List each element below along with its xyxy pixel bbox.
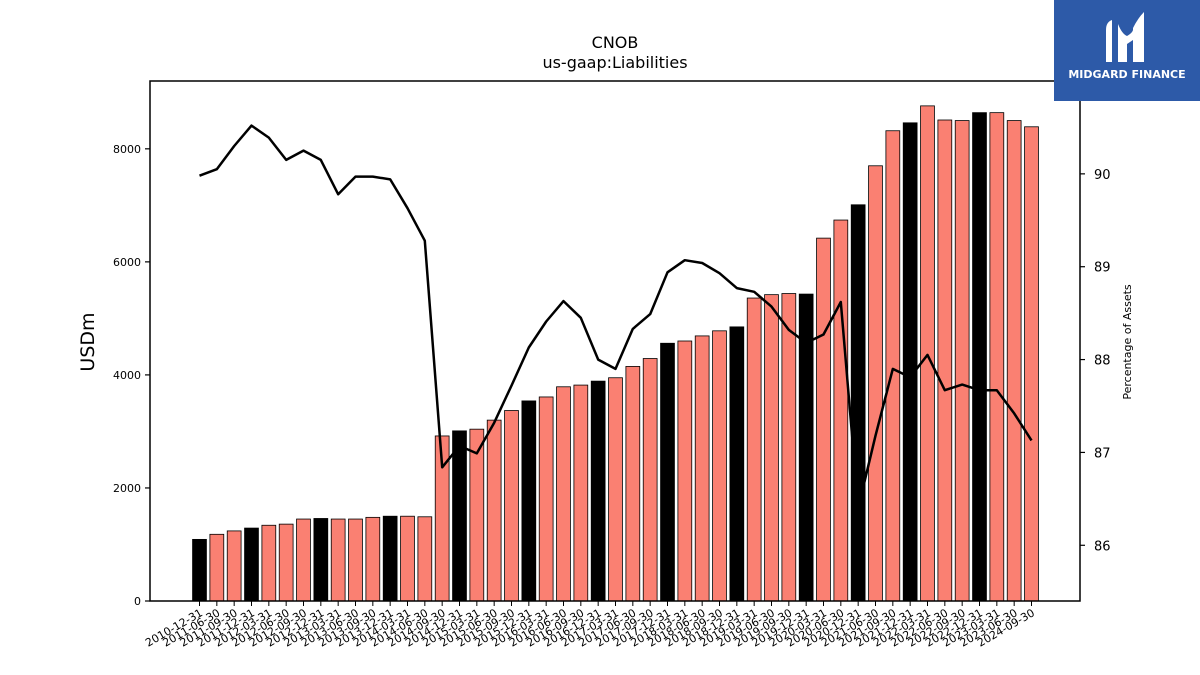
brand-name: MIDGARD FINANCE: [1068, 68, 1186, 81]
bar: [400, 515, 415, 602]
y-tick-label: 4000: [113, 369, 141, 382]
bar: [1024, 126, 1039, 602]
bar: [972, 112, 987, 602]
bar: [833, 219, 849, 602]
bar: [330, 518, 346, 602]
y-tick-label: 6000: [113, 256, 141, 269]
y-tick-label: 2000: [113, 482, 141, 495]
bar: [573, 384, 589, 602]
bar: [590, 380, 606, 602]
bar: [677, 340, 693, 602]
bar: [556, 386, 571, 602]
bar: [365, 516, 381, 602]
bar: [625, 366, 641, 602]
bars-group: [192, 105, 1039, 602]
bar: [348, 518, 363, 602]
brand-logo: MIDGARD FINANCE: [1054, 0, 1200, 101]
bar: [452, 430, 467, 602]
y2-tick-label: 90: [1094, 168, 1111, 183]
y2-tick-label: 87: [1094, 446, 1111, 461]
bar: [296, 518, 311, 602]
bar: [608, 377, 623, 602]
y2-axis-ticks: 86 87 88 89 90: [1080, 168, 1111, 554]
bar: [192, 538, 207, 602]
y-axis-label: USDm: [77, 312, 99, 371]
bar: [642, 358, 658, 602]
bar: [521, 400, 537, 602]
bar: [937, 119, 953, 602]
bar: [920, 105, 935, 602]
bar: [781, 293, 797, 602]
y-tick-label: 0: [134, 595, 141, 608]
y2-tick-label: 86: [1094, 539, 1111, 554]
bar: [504, 410, 519, 602]
bar: [764, 294, 779, 602]
bar: [902, 122, 918, 602]
y-axis-ticks: 0 2000 4000 6000 8000: [113, 143, 150, 608]
bar: [746, 297, 762, 602]
bar: [486, 419, 502, 602]
bar: [729, 326, 745, 602]
bar: [382, 515, 398, 602]
bar: [885, 130, 901, 602]
x-axis-ticks: 2010-12-312011-06-302011-09-302011-12-31…: [143, 601, 1037, 650]
bar: [1006, 120, 1022, 602]
bar: [261, 524, 277, 602]
bar: [538, 396, 554, 602]
midgard-m-logo-icon: [1106, 12, 1144, 62]
bar: [313, 518, 329, 602]
chart-title: CNOB: [592, 33, 639, 52]
y2-axis-label: Percentage of Assets: [1121, 284, 1134, 400]
bar: [868, 165, 883, 602]
y2-tick-label: 88: [1094, 354, 1111, 369]
bar: [660, 342, 675, 602]
y-tick-label: 8000: [113, 143, 141, 156]
plot-frame: [149, 80, 1081, 602]
bar: [954, 120, 970, 602]
bar: [209, 533, 225, 602]
bar: [850, 204, 866, 602]
bar: [469, 428, 485, 602]
bar: [712, 330, 727, 602]
percentage-of-assets-line: [199, 124, 1033, 510]
chart-subtitle: us-gaap:Liabilities: [542, 53, 687, 72]
bar: [244, 527, 259, 602]
bar: [278, 523, 294, 602]
bar: [989, 112, 1005, 602]
bar: [816, 237, 831, 602]
bar: [226, 530, 242, 602]
bar: [417, 516, 433, 602]
y2-tick-label: 89: [1094, 261, 1111, 276]
bar: [694, 335, 710, 602]
